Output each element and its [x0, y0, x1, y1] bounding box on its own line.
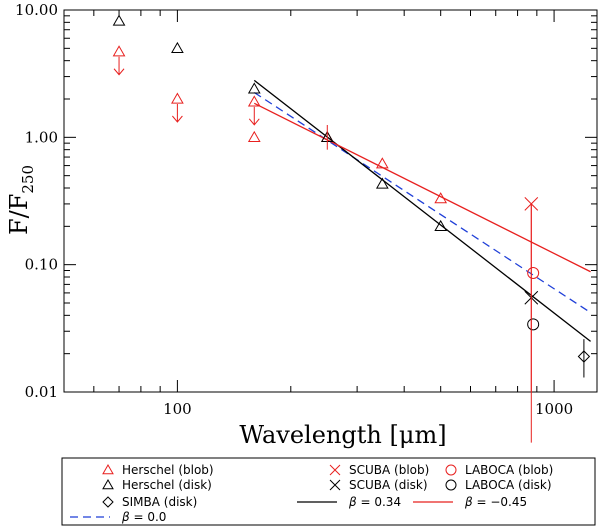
data-point [434, 219, 448, 231]
data-point [527, 267, 540, 280]
data-point [527, 318, 540, 331]
legend-label: Herschel (disk) [122, 478, 212, 492]
legend-marker [102, 463, 114, 475]
legend-marker [445, 479, 457, 491]
data-point [247, 130, 261, 142]
data-point [577, 350, 591, 363]
y-axis-title-main: F/F [5, 194, 33, 235]
legend-label-value: = 0.34 [357, 495, 401, 509]
data-point [375, 157, 389, 169]
y-axis-title-sub: 250 [19, 165, 37, 194]
y-tick-label: 0.01 [25, 383, 58, 401]
legend-marker [445, 464, 457, 476]
data-point [247, 82, 261, 94]
plot-frame [63, 9, 598, 393]
legend-label-symbol: β [121, 510, 130, 524]
axis-ticks: 100 1000 0.01 0.10 1.00 10.00 [15, 1, 597, 418]
data-point [112, 14, 126, 26]
legend-label: β = 0.34 [348, 495, 401, 509]
upper-limit-arrow [172, 104, 183, 123]
x-axis-title: Wavelength [μm] [239, 421, 446, 449]
legend-marker [102, 496, 114, 508]
upper-limit-point [247, 95, 261, 107]
y-axis-title: F/F250 [5, 165, 37, 235]
legend-label: β = −0.45 [464, 495, 527, 509]
upper-limit-arrow [248, 106, 260, 126]
x-tick-label: 100 [163, 400, 192, 418]
legend-label: β = 0.0 [121, 510, 166, 524]
plot-border [63, 9, 598, 393]
x-tick-label: 1000 [535, 400, 573, 418]
y-tick-label: 10.00 [15, 1, 58, 19]
axis-labels: Wavelength [μm] F/F250 [5, 165, 447, 449]
upper-limit-point [112, 45, 126, 57]
upper-limit-arrow [113, 56, 125, 76]
data-point [171, 41, 184, 53]
data-points [112, 14, 591, 443]
legend-marker [102, 478, 114, 490]
legend: Herschel (blob) SCUBA (blob) LABOCA (blob)… [61, 457, 596, 526]
data-point [375, 177, 389, 189]
legend-box [61, 457, 596, 526]
y-tick-label: 0.10 [25, 256, 58, 274]
fit-lines [253, 79, 591, 342]
data-point [434, 192, 448, 204]
legend-label: Herschel (blob) [122, 463, 214, 477]
legend-label: LABOCA (blob) [465, 463, 553, 477]
y-tick-label: 1.00 [25, 128, 58, 146]
legend-marker [329, 464, 341, 476]
legend-label-value: = −0.45 [473, 495, 527, 509]
fit-line [253, 79, 591, 342]
legend-label: LABOCA (disk) [465, 478, 552, 492]
legend-label-symbol: β [464, 495, 473, 509]
upper-limit-point [171, 92, 184, 104]
legend-marker [329, 479, 341, 491]
fit-line [253, 91, 591, 314]
legend-label-symbol: β [348, 495, 357, 509]
legend-label-value: = 0.0 [130, 510, 167, 524]
fit-line [253, 102, 591, 273]
data-point [524, 197, 539, 211]
legend-label: SCUBA (disk) [349, 478, 428, 492]
legend-label: SCUBA (blob) [349, 463, 429, 477]
legend-label: SIMBA (disk) [122, 495, 197, 509]
